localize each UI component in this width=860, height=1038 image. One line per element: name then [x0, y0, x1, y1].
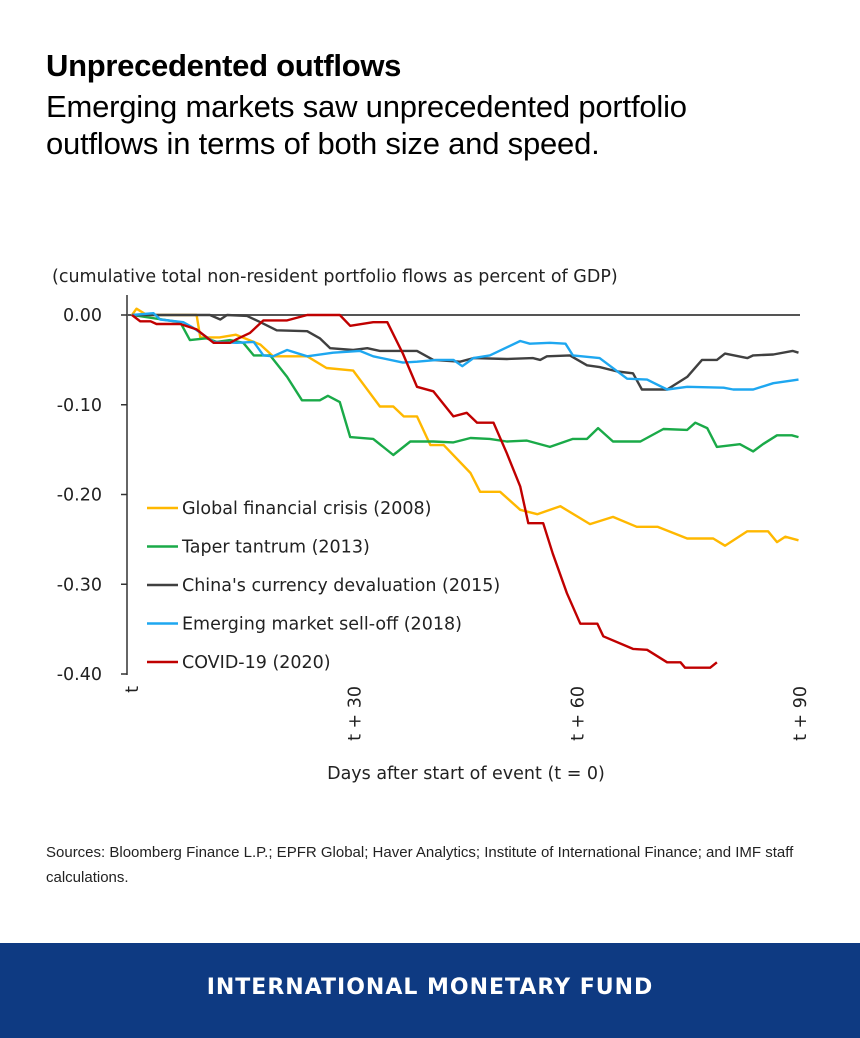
series-line-0 — [131, 307, 799, 547]
chart-title: Unprecedented outflows — [46, 48, 402, 83]
series-line-2 — [132, 313, 799, 391]
sources-note: Sources: Bloomberg Finance L.P.; EPFR Gl… — [46, 844, 794, 886]
brand-name: INTERNATIONAL MONETARY FUND — [206, 975, 654, 1000]
x-tick-label: t + 90 — [791, 686, 811, 741]
unit-note: (cumulative total non-resident portfolio… — [52, 267, 618, 287]
x-tick-label: t + 60 — [568, 686, 588, 741]
series-line-4 — [131, 313, 718, 669]
chart-subtitle: Emerging markets saw unprecedented portf… — [46, 89, 687, 161]
line-chart: (cumulative total non-resident portfolio… — [52, 267, 811, 784]
y-tick-label: -0.30 — [57, 575, 102, 595]
legend-label: Global financial crisis (2008) — [182, 499, 431, 519]
y-tick-label: -0.20 — [57, 486, 102, 506]
legend-label: COVID-19 (2020) — [182, 653, 331, 673]
legend-label: Emerging market sell-off (2018) — [182, 615, 462, 635]
y-tick-label: -0.40 — [57, 665, 102, 685]
x-axis-label: Days after start of event (t = 0) — [327, 764, 605, 784]
legend-label: Taper tantrum (2013) — [181, 538, 370, 558]
legend-label: China's currency devaluation (2015) — [182, 576, 500, 596]
footer-banner: INTERNATIONAL MONETARY FUND — [0, 943, 860, 1038]
x-tick-label: t — [123, 686, 143, 693]
x-tick-label: t + 30 — [346, 686, 366, 741]
series-line-3 — [131, 312, 799, 391]
series-line-1 — [131, 313, 799, 457]
y-tick-label: -0.10 — [57, 396, 102, 416]
y-tick-label: 0.00 — [63, 306, 102, 326]
